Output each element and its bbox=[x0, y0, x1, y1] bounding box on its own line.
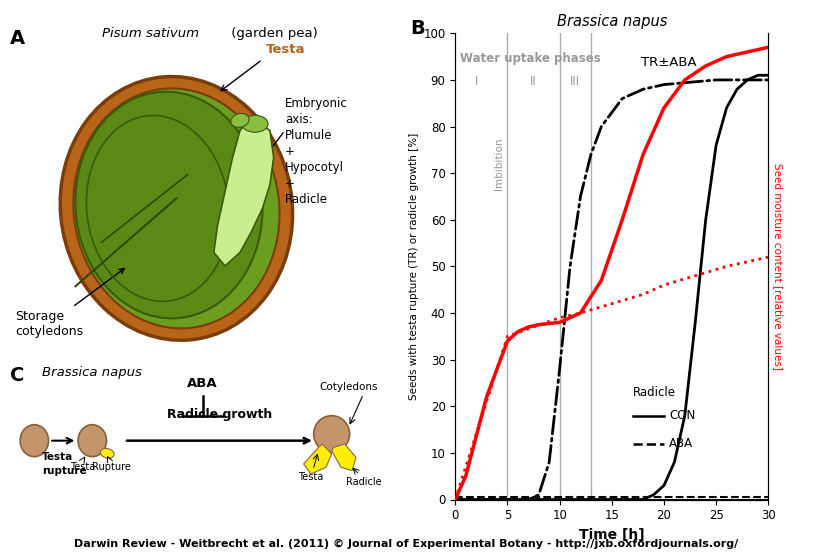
Text: Pisum sativum: Pisum sativum bbox=[102, 27, 198, 41]
Text: ABA: ABA bbox=[669, 437, 693, 450]
Text: Radicle: Radicle bbox=[346, 477, 381, 487]
Ellipse shape bbox=[60, 77, 293, 340]
Ellipse shape bbox=[242, 115, 268, 132]
Text: Testa: Testa bbox=[298, 472, 324, 482]
Text: (garden pea): (garden pea) bbox=[227, 27, 318, 41]
Text: Testa: Testa bbox=[266, 43, 306, 56]
Text: C: C bbox=[10, 366, 24, 385]
Text: Storage
cotyledons: Storage cotyledons bbox=[15, 269, 124, 338]
Text: Brassica napus: Brassica napus bbox=[41, 366, 141, 379]
Text: ABA: ABA bbox=[187, 377, 218, 390]
Text: Embryonic
axis:
Plumule
+
Hypocotyl
+
Radicle: Embryonic axis: Plumule + Hypocotyl + Ra… bbox=[285, 97, 348, 206]
Title: Brassica napus: Brassica napus bbox=[557, 14, 667, 29]
Y-axis label: Seed moisture content [relative values]: Seed moisture content [relative values] bbox=[772, 163, 782, 370]
Polygon shape bbox=[332, 444, 356, 471]
Text: A: A bbox=[10, 29, 25, 48]
Y-axis label: Seeds with testa rupture (TR) or radicle growth [%]: Seeds with testa rupture (TR) or radicle… bbox=[409, 133, 420, 400]
Ellipse shape bbox=[231, 113, 249, 127]
Ellipse shape bbox=[100, 448, 114, 458]
Polygon shape bbox=[214, 117, 274, 266]
Text: CON: CON bbox=[669, 409, 695, 422]
Ellipse shape bbox=[76, 92, 263, 319]
Text: Testa: Testa bbox=[41, 452, 73, 462]
Text: I: I bbox=[475, 75, 478, 88]
Text: Darwin Review - Weitbrecht et al. (2011) © Journal of Experimental Botany - http: Darwin Review - Weitbrecht et al. (2011)… bbox=[74, 539, 739, 549]
Text: III: III bbox=[570, 75, 580, 88]
Text: II: II bbox=[530, 75, 537, 88]
Text: Radicle: Radicle bbox=[633, 386, 676, 399]
Ellipse shape bbox=[73, 88, 280, 329]
Text: B: B bbox=[411, 19, 425, 38]
X-axis label: Time [h]: Time [h] bbox=[579, 528, 645, 542]
Text: Water uptake phases: Water uptake phases bbox=[460, 52, 602, 65]
Text: Imbibition: Imbibition bbox=[494, 138, 504, 190]
Ellipse shape bbox=[314, 416, 350, 452]
Text: rupture: rupture bbox=[41, 466, 86, 476]
Text: TR±ABA: TR±ABA bbox=[641, 56, 697, 69]
Ellipse shape bbox=[78, 425, 107, 457]
Ellipse shape bbox=[20, 425, 49, 457]
Text: Cotyledons: Cotyledons bbox=[320, 382, 378, 392]
Text: Radicle growth: Radicle growth bbox=[167, 408, 272, 421]
Polygon shape bbox=[303, 444, 332, 474]
Text: Testa: Testa bbox=[70, 462, 96, 472]
Text: Rupture: Rupture bbox=[92, 462, 130, 472]
